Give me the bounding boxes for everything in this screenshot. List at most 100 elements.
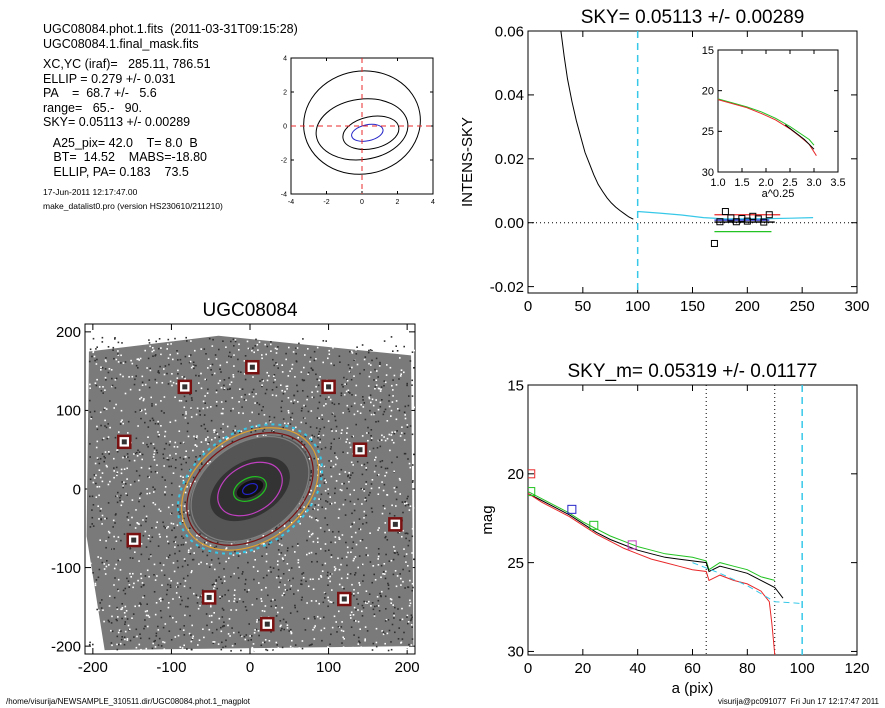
image-noise: [283, 525, 286, 528]
image-noise: [163, 396, 166, 398]
image-noise: [295, 347, 297, 349]
image-noise: [289, 370, 291, 372]
image-noise: [357, 566, 359, 569]
image-noise: [189, 553, 192, 555]
image-noise: [234, 643, 236, 645]
image-noise: [404, 417, 407, 420]
image-noise: [338, 473, 341, 475]
image-noise: [251, 349, 253, 352]
image-noise: [336, 457, 339, 460]
image-noise: [309, 360, 311, 363]
image-noise: [145, 515, 148, 518]
image-noise: [221, 607, 224, 610]
image-noise: [360, 646, 362, 648]
image-noise: [383, 340, 386, 342]
contour-level: [315, 98, 409, 161]
image-noise: [91, 609, 93, 612]
image-noise: [409, 466, 412, 469]
image-noise: [142, 584, 145, 587]
image-noise: [95, 474, 97, 477]
image-noise: [268, 415, 271, 418]
image-noise: [152, 486, 154, 488]
image-noise: [340, 629, 343, 632]
image-noise: [174, 441, 177, 444]
image-noise: [97, 556, 99, 558]
image-noise: [182, 521, 184, 524]
image-noise: [89, 495, 91, 498]
contour-xtick-label: 0: [360, 199, 364, 206]
image-noise: [177, 359, 179, 361]
image-noise: [264, 343, 266, 346]
image-noise: [183, 505, 186, 507]
image-noise: [406, 382, 408, 385]
image-noise: [127, 432, 129, 434]
image-noise: [275, 528, 277, 530]
image-noise: [347, 475, 349, 478]
image-noise: [385, 553, 387, 556]
image-noise: [374, 368, 376, 371]
image-noise: [391, 431, 393, 434]
image-noise: [89, 383, 91, 386]
image-noise: [222, 431, 224, 433]
masked-star: [264, 621, 270, 627]
image-noise: [349, 614, 352, 616]
image-noise: [390, 641, 392, 643]
image-noise: [375, 384, 378, 386]
image-noise: [288, 630, 290, 632]
image-noise: [154, 639, 156, 642]
image-noise: [181, 565, 184, 568]
image-noise: [328, 529, 330, 531]
image-noise: [136, 522, 138, 524]
image-noise: [163, 373, 166, 376]
image-noise: [301, 407, 303, 410]
image-noise: [178, 485, 181, 488]
image-noise: [218, 436, 220, 438]
sky-ytick-label: 0.02: [495, 151, 524, 168]
image-noise: [172, 562, 175, 564]
image-noise: [377, 564, 380, 566]
image-noise: [138, 605, 140, 607]
image-noise: [234, 340, 237, 343]
image-noise: [307, 505, 310, 508]
image-noise: [352, 559, 355, 562]
image-noise: [168, 465, 170, 468]
image-field: [86, 335, 415, 652]
image-noise: [378, 387, 381, 390]
image-noise: [348, 442, 351, 444]
image-noise: [140, 586, 143, 588]
image-noise: [179, 603, 182, 606]
image-noise: [228, 388, 231, 390]
image-noise: [161, 382, 164, 384]
image-noise: [395, 585, 398, 588]
image-noise: [142, 399, 145, 402]
image-noise: [284, 554, 286, 557]
image-noise: [379, 338, 381, 340]
image-noise: [265, 353, 267, 356]
sky-xtick-label: 200: [735, 298, 760, 315]
image-noise: [208, 337, 211, 340]
image-noise: [382, 573, 384, 575]
image-noise: [377, 555, 380, 558]
image-noise: [157, 420, 159, 423]
image-noise: [391, 384, 393, 387]
image-noise: [220, 427, 222, 430]
image-noise: [93, 474, 96, 476]
image-noise: [323, 616, 325, 619]
image-noise: [91, 581, 93, 583]
image-noise: [333, 615, 336, 618]
image-noise: [314, 504, 316, 506]
image-noise: [361, 615, 364, 617]
image-noise: [330, 466, 332, 469]
image-noise: [215, 432, 218, 434]
image-noise: [155, 449, 158, 452]
image-noise: [399, 357, 401, 359]
image-noise: [205, 541, 208, 544]
image-noise: [383, 563, 386, 565]
image-noise: [179, 583, 182, 585]
mag-ytick-label: 30: [507, 644, 524, 661]
image-noise: [250, 431, 252, 433]
image-noise: [304, 405, 307, 407]
image-noise: [307, 617, 310, 620]
image-noise: [164, 491, 166, 493]
